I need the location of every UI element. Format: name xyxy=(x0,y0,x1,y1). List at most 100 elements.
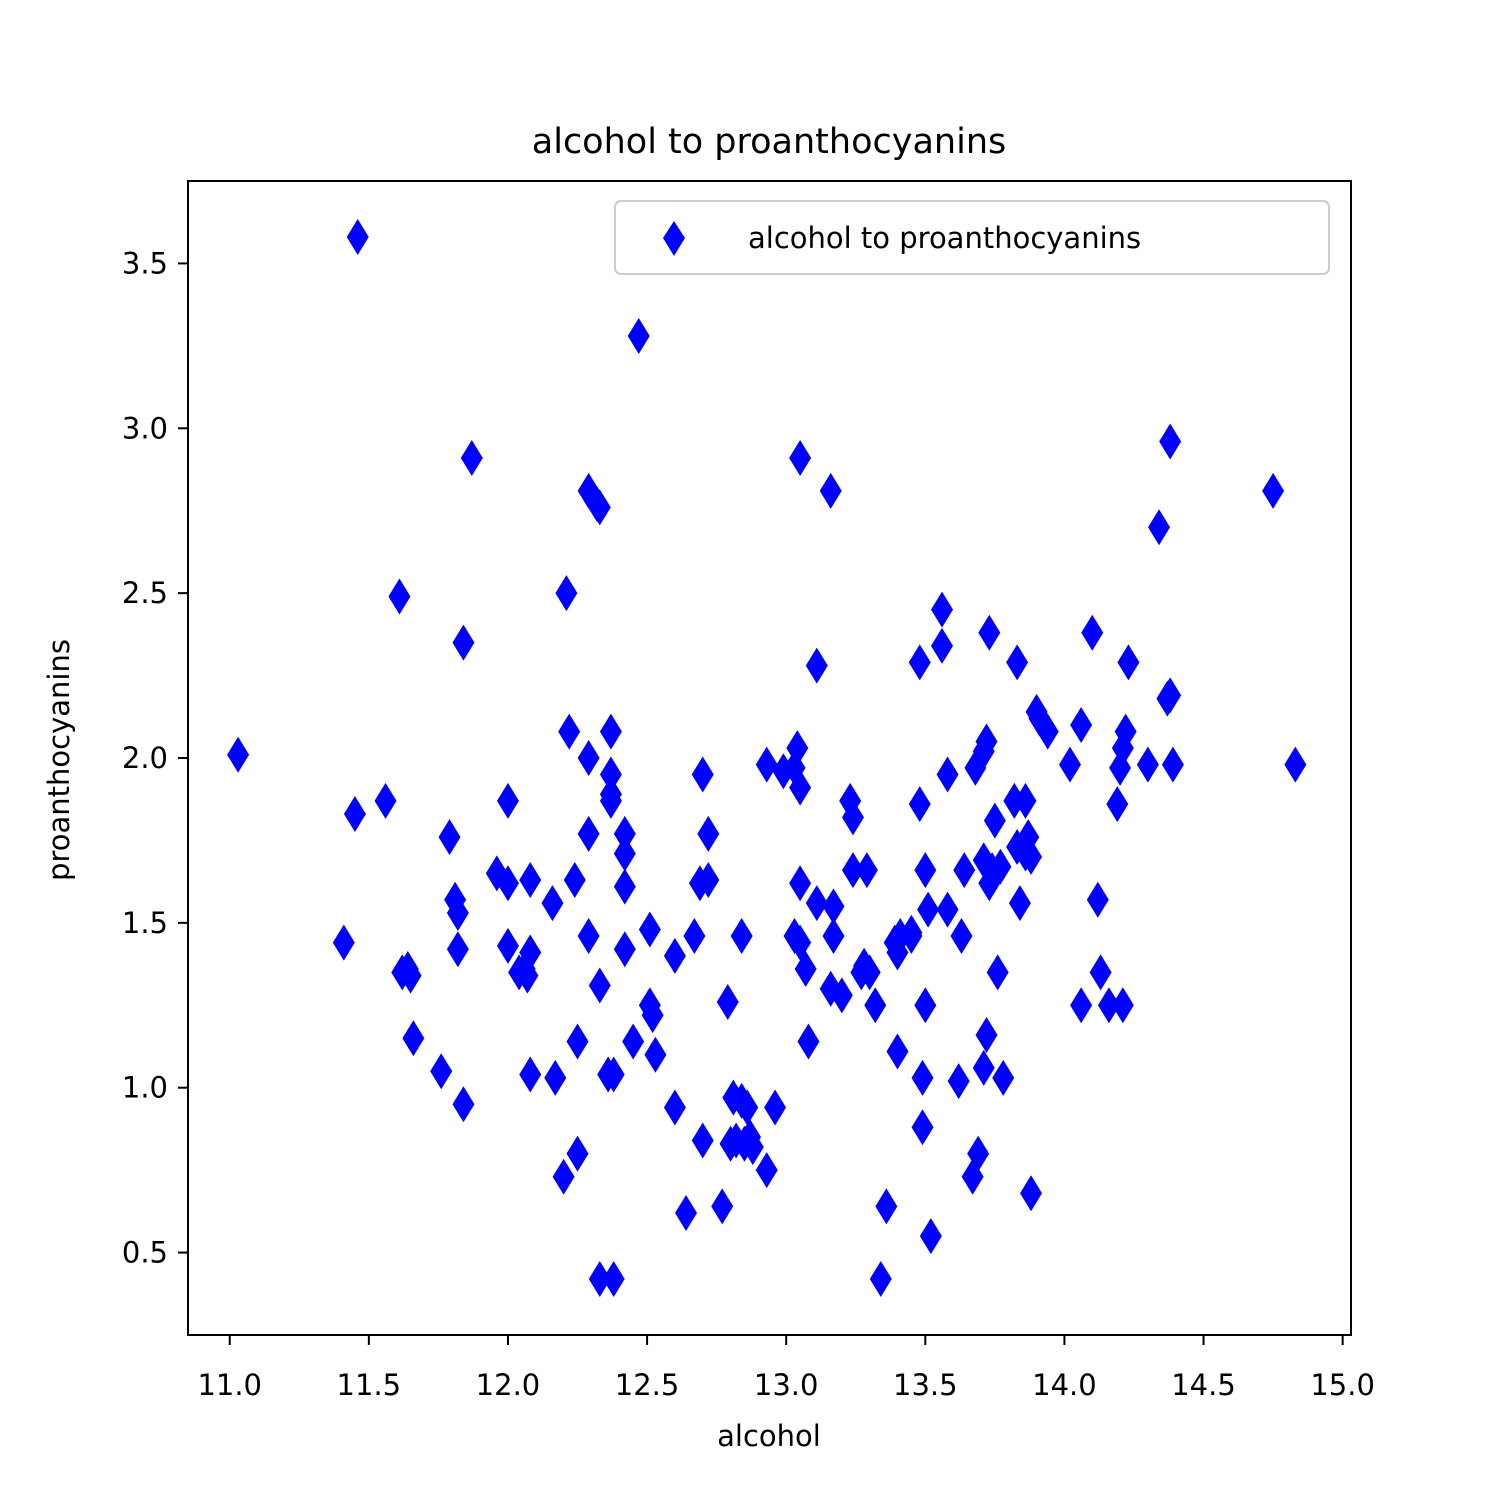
data-point-100 xyxy=(830,977,853,1014)
data-point-134 xyxy=(967,1135,990,1172)
y-tick-label-0: 0.5 xyxy=(122,1236,168,1270)
data-point-28 xyxy=(541,885,564,922)
data-point-171 xyxy=(1117,644,1140,681)
data-point-55 xyxy=(622,1023,645,1060)
data-point-8 xyxy=(399,957,422,994)
data-point-16 xyxy=(452,1086,475,1123)
data-point-32 xyxy=(558,713,581,750)
data-point-29 xyxy=(544,1059,567,1096)
data-point-19 xyxy=(496,782,519,819)
data-point-120 xyxy=(911,1109,934,1146)
data-point-30 xyxy=(552,1158,575,1195)
data-point-20 xyxy=(496,865,519,902)
y-tick-label-5: 3.0 xyxy=(122,411,168,445)
data-point-109 xyxy=(869,1260,892,1297)
data-point-130 xyxy=(950,918,973,955)
data-point-66 xyxy=(691,756,714,793)
data-point-49 xyxy=(602,1260,625,1297)
data-point-93 xyxy=(797,1023,820,1060)
data-point-57 xyxy=(638,911,661,948)
x-tick-label-1: 11.5 xyxy=(337,1368,402,1402)
data-point-42 xyxy=(588,967,611,1004)
data-point-81 xyxy=(755,1152,778,1189)
data-point-94 xyxy=(805,647,828,684)
data-point-166 xyxy=(1106,786,1129,823)
data-point-163 xyxy=(1086,881,1109,918)
data-point-14 xyxy=(446,931,469,968)
data-point-179 xyxy=(1284,746,1307,783)
data-point-103 xyxy=(841,852,864,889)
data-point-35 xyxy=(566,1135,589,1172)
data-point-113 xyxy=(886,1033,909,1070)
data-point-60 xyxy=(644,1036,667,1073)
data-point-118 xyxy=(908,644,931,681)
x-axis-label: alcohol xyxy=(717,1419,821,1453)
data-point-110 xyxy=(875,1188,898,1225)
data-point-41 xyxy=(588,489,611,526)
data-point-178 xyxy=(1262,472,1285,509)
data-point-160 xyxy=(1070,707,1093,744)
data-point-4 xyxy=(374,782,397,819)
data-point-38 xyxy=(577,815,600,852)
data-point-5 xyxy=(388,578,411,615)
data-point-45 xyxy=(599,713,622,750)
data-point-64 xyxy=(683,918,706,955)
data-point-123 xyxy=(917,891,940,928)
data-point-75 xyxy=(730,918,753,955)
data-point-24 xyxy=(516,957,539,994)
data-point-175 xyxy=(1159,423,1182,460)
data-point-62 xyxy=(663,1089,686,1126)
data-point-90 xyxy=(789,439,812,476)
data-point-117 xyxy=(908,786,931,823)
data-point-83 xyxy=(764,1089,787,1126)
data-point-37 xyxy=(577,740,600,776)
x-tick-label-2: 12.0 xyxy=(476,1368,541,1402)
y-tick-label-6: 3.5 xyxy=(122,246,168,280)
data-point-27 xyxy=(519,861,542,898)
data-points-group xyxy=(227,219,1307,1297)
data-point-135 xyxy=(972,1049,995,1086)
data-point-33 xyxy=(563,861,586,898)
data-point-124 xyxy=(919,1218,942,1255)
data-point-172 xyxy=(1136,746,1159,783)
data-point-145 xyxy=(989,848,1012,885)
data-point-148 xyxy=(1006,644,1029,681)
data-point-121 xyxy=(914,852,937,889)
data-point-168 xyxy=(1111,987,1134,1024)
y-tick-label-1: 1.0 xyxy=(122,1071,168,1105)
data-point-80 xyxy=(741,1129,764,1166)
data-point-161 xyxy=(1070,987,1093,1024)
data-point-127 xyxy=(936,756,959,793)
data-point-10 xyxy=(430,1053,453,1090)
data-point-177 xyxy=(1161,746,1184,783)
x-tick-label-6: 14.0 xyxy=(1032,1368,1097,1402)
data-point-150 xyxy=(1008,885,1031,922)
data-point-95 xyxy=(805,885,828,922)
data-point-3 xyxy=(346,219,369,256)
legend-box xyxy=(614,200,1330,275)
data-point-141 xyxy=(978,614,1001,651)
data-point-31 xyxy=(555,575,578,612)
data-point-139 xyxy=(975,723,998,760)
data-point-128 xyxy=(936,891,959,928)
data-point-146 xyxy=(992,1059,1015,1096)
data-point-34 xyxy=(566,1023,589,1060)
data-point-143 xyxy=(983,802,1006,839)
data-point-164 xyxy=(1089,954,1112,991)
data-point-70 xyxy=(711,1188,734,1225)
data-point-129 xyxy=(947,1063,970,1100)
data-point-125 xyxy=(931,591,954,628)
data-point-107 xyxy=(858,954,881,991)
data-point-61 xyxy=(663,937,686,974)
legend: alcohol to proanthocyanins xyxy=(614,200,1330,275)
x-tick-label-4: 13.0 xyxy=(754,1368,819,1402)
data-point-147 xyxy=(1003,782,1026,819)
legend-label: alcohol to proanthocyanins xyxy=(748,221,1141,255)
chart-title: alcohol to proanthocyanins xyxy=(532,122,1006,162)
data-point-99 xyxy=(822,888,845,925)
data-point-131 xyxy=(953,852,976,889)
y-tick-label-4: 2.5 xyxy=(122,576,168,610)
y-tick-label-2: 1.5 xyxy=(122,906,168,940)
data-point-46 xyxy=(599,756,622,793)
